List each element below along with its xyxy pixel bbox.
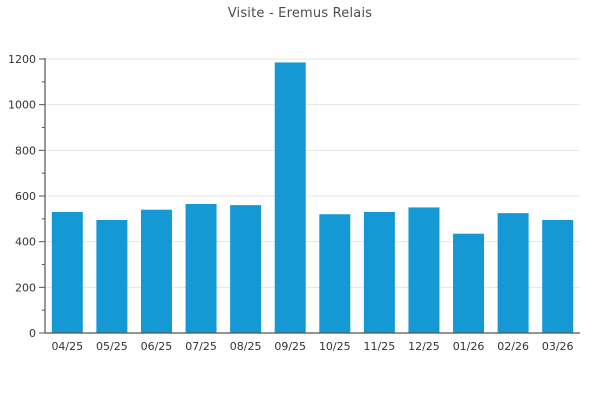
y-tick-label: 1000 — [8, 99, 36, 112]
bar-10/25 — [319, 214, 351, 333]
x-tick-label: 07/25 — [185, 340, 217, 353]
bar-02/26 — [497, 213, 529, 333]
y-tick-label: 400 — [15, 236, 36, 249]
x-tick-label: 08/25 — [230, 340, 262, 353]
y-tick-label: 200 — [15, 281, 36, 294]
bar-11/25 — [363, 211, 395, 333]
chart-title: Visite - Eremus Relais — [227, 6, 373, 21]
bar-06/25 — [140, 209, 172, 333]
bar-05/25 — [96, 219, 128, 333]
y-tick-label: 0 — [29, 327, 36, 340]
x-tick-label: 04/25 — [51, 340, 83, 353]
x-tick-label: 01/26 — [453, 340, 485, 353]
bar-01/26 — [453, 233, 485, 333]
x-tick-label: 05/25 — [96, 340, 128, 353]
x-tick-label: 03/26 — [542, 340, 574, 353]
y-tick-label: 600 — [15, 190, 36, 203]
y-tick-label: 800 — [15, 144, 36, 157]
bar-08/25 — [230, 205, 262, 333]
bar-03/26 — [542, 219, 574, 333]
x-tick-label: 10/25 — [319, 340, 351, 353]
x-tick-label: 09/25 — [274, 340, 306, 353]
x-tick-label: 12/25 — [408, 340, 440, 353]
x-tick-label: 11/25 — [364, 340, 396, 353]
x-tick-label: 02/26 — [497, 340, 529, 353]
bar-12/25 — [408, 207, 440, 333]
y-tick-label: 1200 — [8, 53, 36, 66]
x-tick-label: 06/25 — [141, 340, 173, 353]
bar-09/25 — [274, 62, 306, 334]
bar-07/25 — [185, 203, 217, 333]
bar-04/25 — [51, 211, 83, 333]
